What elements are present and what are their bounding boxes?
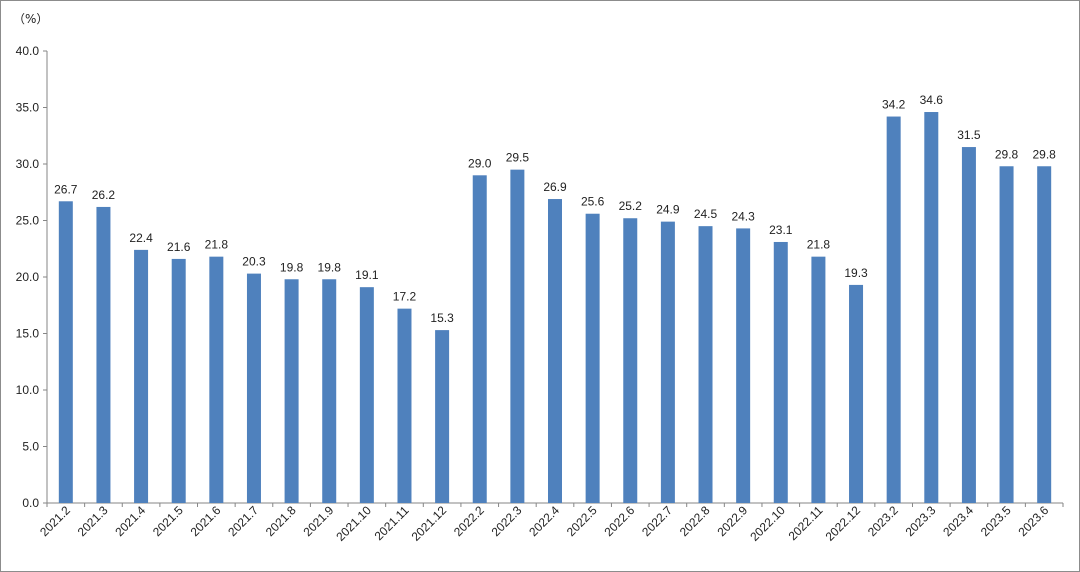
bar-value-label: 17.2 bbox=[393, 290, 417, 304]
bar-value-label: 25.2 bbox=[619, 199, 643, 213]
bar bbox=[397, 308, 412, 503]
bar-value-label: 29.0 bbox=[468, 156, 492, 170]
bar bbox=[472, 175, 487, 504]
x-tick-label: 2021.4 bbox=[112, 503, 148, 539]
bar bbox=[510, 169, 525, 503]
x-tick-label: 2021.8 bbox=[263, 503, 299, 539]
x-tick-label: 2021.2 bbox=[37, 503, 73, 539]
x-axis: 2021.2 2021.3 2021.4 2021.5 2021.6 2021.7 2021… bbox=[37, 502, 1064, 544]
bar bbox=[171, 258, 186, 503]
x-tick-label: 2022.8 bbox=[677, 503, 713, 539]
bar-value-label: 21.8 bbox=[205, 238, 229, 252]
bar-value-label: 23.1 bbox=[769, 223, 793, 237]
x-tick-label: 2023.2 bbox=[865, 503, 901, 539]
bar bbox=[999, 166, 1014, 503]
bar-value-label: 29.5 bbox=[506, 151, 530, 165]
bar bbox=[134, 249, 149, 503]
y-tick-label: 25.0 bbox=[16, 214, 40, 228]
y-tick-label: 5.0 bbox=[22, 440, 39, 454]
bar bbox=[961, 147, 976, 504]
bar bbox=[58, 201, 73, 504]
x-tick-label: 2021.5 bbox=[150, 503, 186, 539]
bar bbox=[698, 226, 713, 503]
y-tick-label: 10.0 bbox=[16, 383, 40, 397]
bar bbox=[585, 213, 600, 503]
x-tick-label: 2022.5 bbox=[564, 503, 600, 539]
bar bbox=[736, 228, 751, 503]
bar-value-label: 15.3 bbox=[430, 311, 454, 325]
x-tick-label: 2022.4 bbox=[526, 503, 562, 539]
x-tick-label: 2021.11 bbox=[372, 503, 412, 543]
bar bbox=[849, 284, 864, 503]
y-tick-label: 15.0 bbox=[16, 327, 40, 341]
bar bbox=[623, 218, 638, 504]
value-labels: 26.7 26.2 22.4 21.6 21.8 20.3 19.8 19.8 19.1 17.2… bbox=[54, 93, 1056, 325]
x-tick-label: 2022.12 bbox=[823, 503, 864, 544]
bar bbox=[660, 221, 675, 503]
x-tick-label: 2022.11 bbox=[786, 503, 826, 543]
bar bbox=[435, 330, 450, 503]
bar-value-label: 20.3 bbox=[242, 255, 266, 269]
bar-value-label: 26.7 bbox=[54, 182, 78, 196]
x-tick-label: 2022.6 bbox=[602, 503, 638, 539]
bar-value-label: 31.5 bbox=[957, 128, 981, 142]
bar bbox=[924, 112, 939, 504]
x-tick-label: 2022.10 bbox=[747, 503, 788, 544]
y-tick-label: 35.0 bbox=[16, 101, 40, 115]
bars bbox=[58, 112, 1052, 504]
x-tick-label: 2023.6 bbox=[1015, 503, 1051, 539]
bar-value-label: 21.6 bbox=[167, 240, 191, 254]
bar bbox=[548, 199, 562, 503]
bar-value-label: 19.8 bbox=[280, 260, 304, 274]
bar bbox=[209, 256, 224, 503]
bar-value-label: 29.8 bbox=[1033, 147, 1057, 161]
y-axis: 0.0 5.0 10.0 15.0 20.0 25.0 30.0 35.0 40.0 bbox=[16, 44, 48, 510]
bar bbox=[359, 287, 374, 503]
x-tick-label: 2021.10 bbox=[333, 503, 374, 544]
x-tick-label: 2021.6 bbox=[188, 503, 224, 539]
bar-value-label: 24.3 bbox=[731, 209, 755, 223]
x-tick-label: 2022.9 bbox=[714, 503, 750, 539]
x-tick-label: 2022.7 bbox=[639, 503, 675, 539]
bar-value-label: 29.8 bbox=[995, 147, 1019, 161]
y-tick-label: 40.0 bbox=[16, 44, 40, 58]
bar-value-label: 24.5 bbox=[694, 207, 718, 221]
bar-value-label: 24.9 bbox=[656, 203, 680, 217]
bar bbox=[1037, 166, 1052, 503]
bar bbox=[886, 116, 901, 503]
y-tick-label: 30.0 bbox=[16, 157, 40, 171]
y-tick-label: 0.0 bbox=[22, 496, 39, 510]
bar-value-label: 19.3 bbox=[844, 266, 868, 280]
bar bbox=[246, 273, 261, 503]
x-tick-label: 2023.5 bbox=[978, 503, 1014, 539]
y-unit-label: （%） bbox=[13, 12, 48, 26]
x-tick-label: 2022.3 bbox=[489, 503, 525, 539]
bar-value-label: 34.6 bbox=[920, 93, 944, 107]
x-tick-label: 2021.3 bbox=[75, 503, 111, 539]
bar-value-label: 19.1 bbox=[355, 268, 379, 282]
bar bbox=[773, 241, 788, 503]
y-tick-label: 20.0 bbox=[16, 270, 40, 284]
bar-value-label: 34.2 bbox=[882, 98, 906, 112]
x-tick-label: 2023.4 bbox=[940, 503, 976, 539]
bar-value-label: 26.2 bbox=[92, 188, 116, 202]
bar bbox=[322, 279, 337, 503]
x-tick-label: 2021.9 bbox=[300, 503, 336, 539]
bar-value-label: 22.4 bbox=[129, 231, 153, 245]
bar-value-label: 25.6 bbox=[581, 195, 605, 209]
x-tick-label: 2022.2 bbox=[451, 503, 487, 539]
bar-value-label: 26.9 bbox=[543, 180, 567, 194]
bar-value-label: 21.8 bbox=[807, 238, 831, 252]
bar bbox=[96, 206, 111, 503]
bar-value-label: 19.8 bbox=[318, 260, 342, 274]
bar bbox=[284, 279, 299, 503]
x-tick-label: 2023.3 bbox=[903, 503, 939, 539]
x-tick-label: 2021.7 bbox=[225, 503, 261, 539]
x-tick-label: 2021.12 bbox=[409, 503, 450, 544]
bar bbox=[811, 256, 826, 503]
